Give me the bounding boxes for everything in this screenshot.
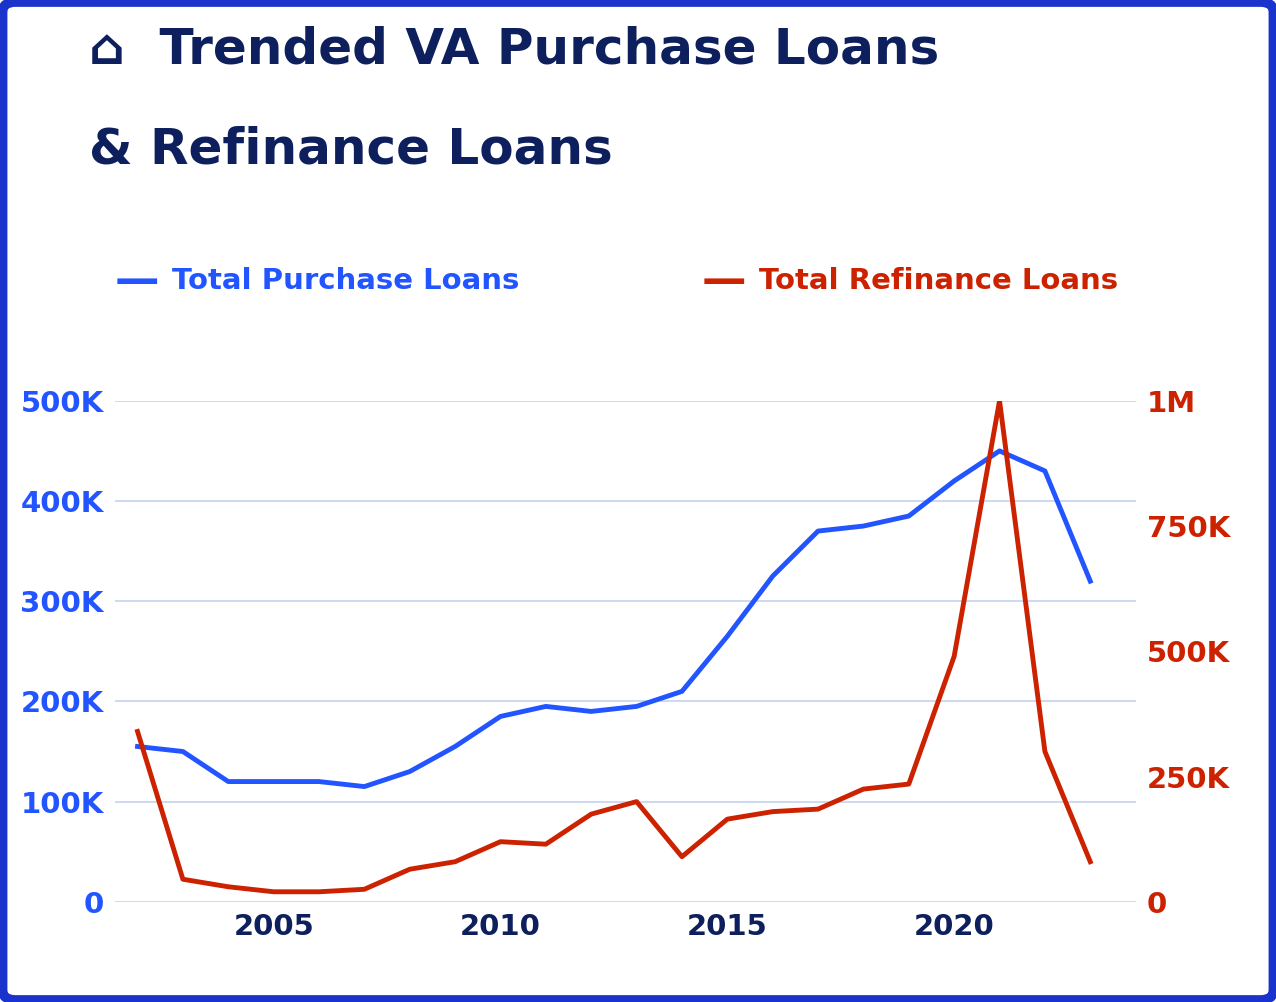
Text: Total Purchase Loans: Total Purchase Loans (172, 267, 519, 295)
Text: —: — (702, 260, 746, 302)
Text: —: — (115, 260, 160, 302)
Text: Total Refinance Loans: Total Refinance Loans (759, 267, 1118, 295)
Text: & Refinance Loans: & Refinance Loans (89, 125, 612, 173)
Text: ⌂  Trended VA Purchase Loans: ⌂ Trended VA Purchase Loans (89, 25, 939, 73)
